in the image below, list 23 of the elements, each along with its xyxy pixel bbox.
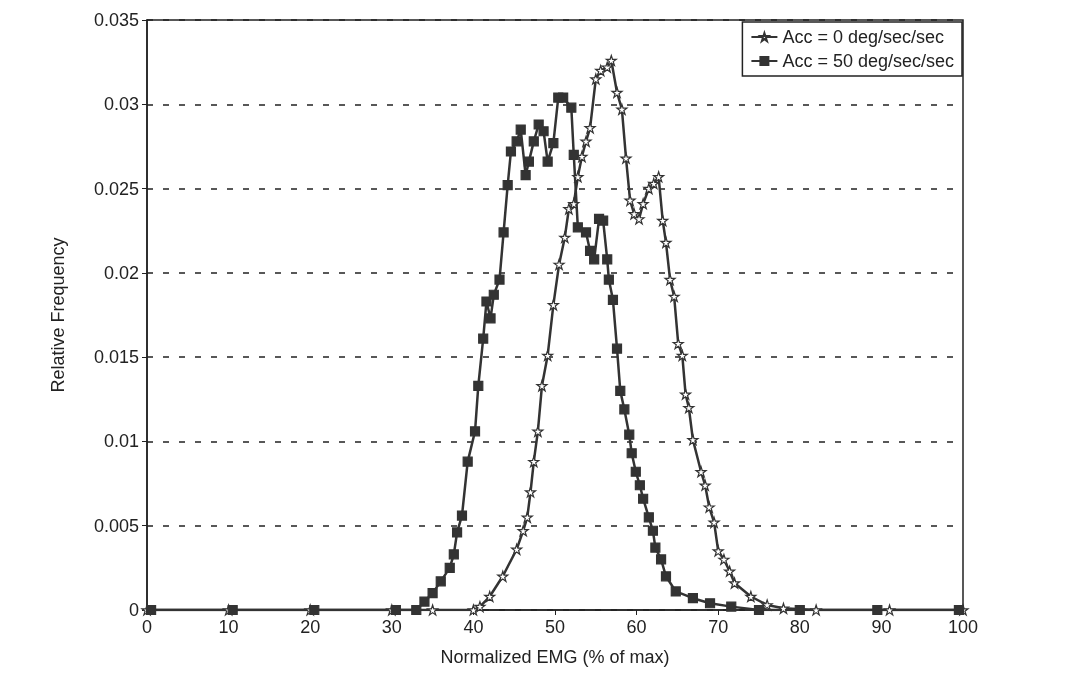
y-tick-label: 0.01 [103, 431, 139, 452]
y-tick-label: 0.005 [93, 515, 139, 536]
y-tick-label: 0 [128, 600, 139, 620]
x-tick-label: 40 [463, 617, 484, 637]
legend-label: Acc = 0 deg/sec/sec [782, 27, 944, 47]
x-tick-label: 50 [544, 617, 566, 637]
x-tick-label: 90 [871, 617, 892, 637]
y-tick-label: 0.025 [93, 178, 139, 199]
x-tick-label: 10 [218, 617, 239, 637]
y-tick-label: 0.035 [93, 10, 139, 30]
legend-label: Acc = 50 deg/sec/sec [782, 51, 955, 71]
x-tick-label: 100 [947, 617, 979, 637]
x-tick-label: 20 [300, 617, 321, 637]
x-axis-title: Normalized EMG (% of max) [440, 647, 670, 667]
x-tick-label: 30 [381, 617, 402, 637]
x-tick-label: 70 [708, 617, 729, 637]
y-tick-label: 0.02 [103, 262, 139, 283]
x-tick-label: 60 [626, 617, 647, 637]
y-tick-label: 0.03 [103, 94, 139, 115]
y-axis-title: Relative Frequency [48, 237, 68, 393]
y-tick-label: 0.015 [93, 347, 139, 368]
x-tick-label: 80 [789, 617, 810, 637]
x-tick-label: 0 [141, 617, 153, 637]
